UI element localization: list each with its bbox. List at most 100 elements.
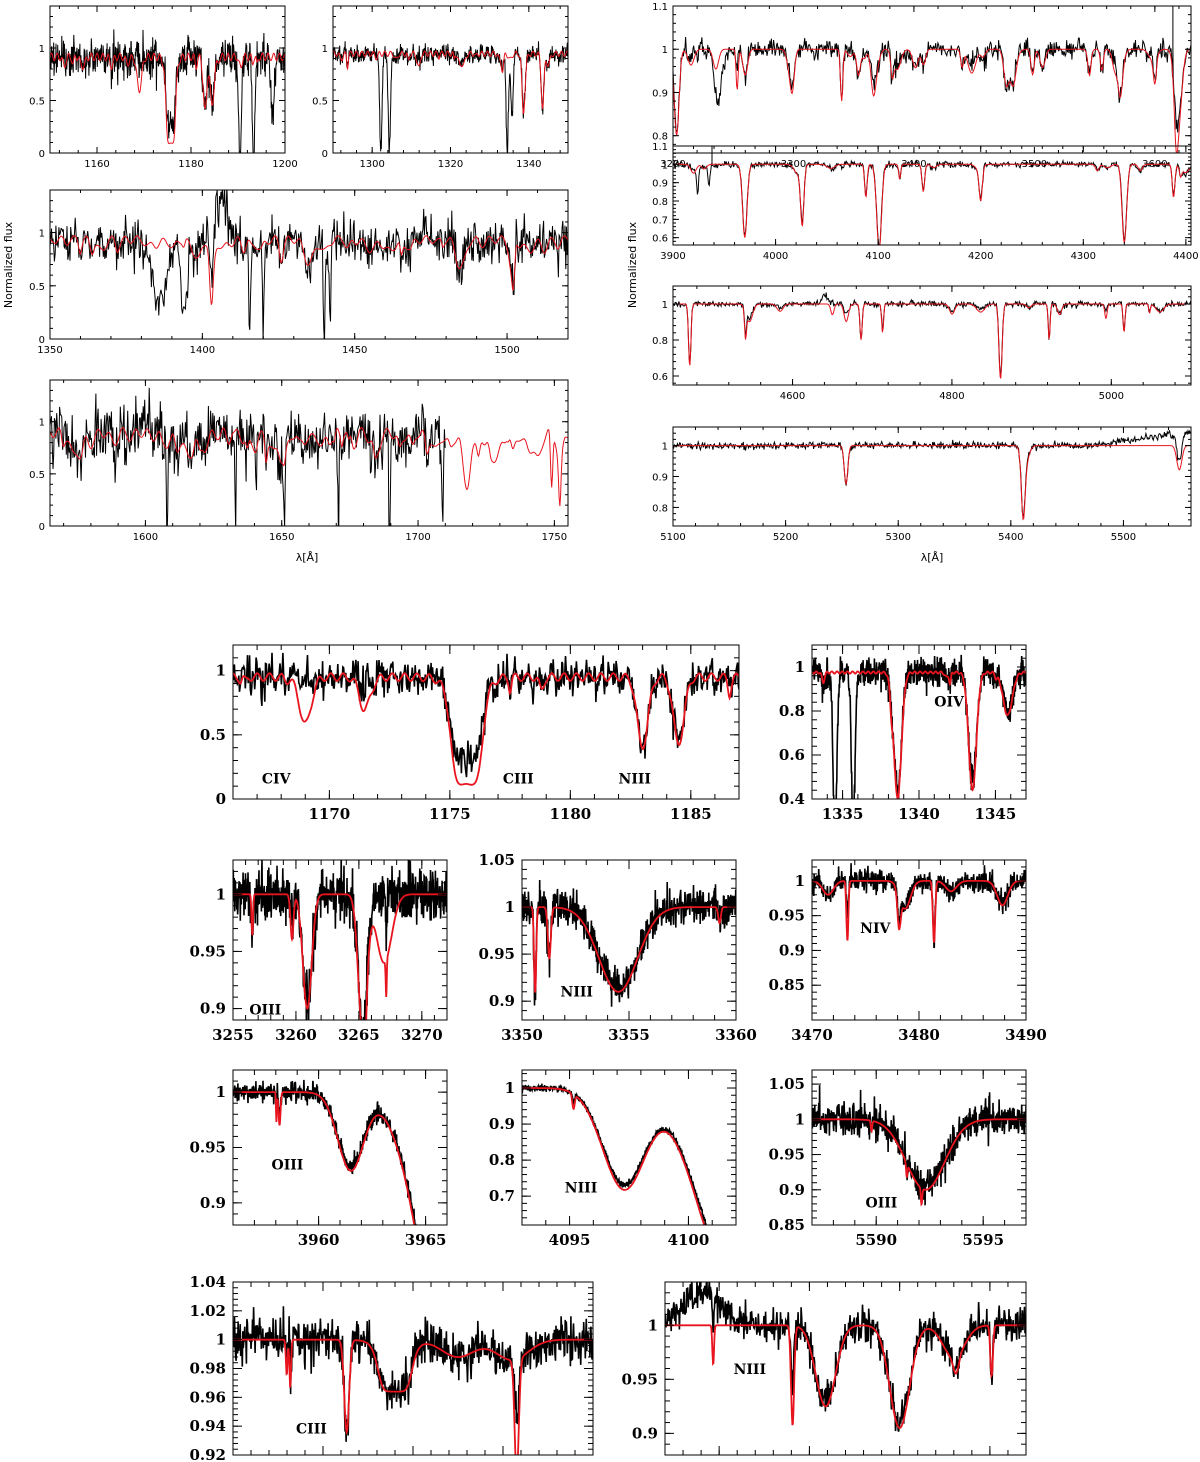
observed-spectrum-p8 [673, 428, 1191, 517]
y-tick-label: 0.8 [652, 503, 668, 514]
y-tick-label: 1 [662, 45, 668, 56]
line-id-label: CIII [296, 1421, 327, 1437]
y-tick-label: 1 [322, 44, 328, 55]
y-tick-label: 0.85 [768, 976, 805, 994]
y-tick-label: 1 [662, 160, 668, 171]
x-tick-label: 1170 [309, 805, 351, 823]
y-tick-label: 0.5 [200, 726, 226, 744]
panel-z7: 4095 4100 0.7 0.8 0.9 1 NIII [489, 1069, 737, 1249]
y-tick-label: 1 [648, 1316, 658, 1334]
y-tick-label: 1 [216, 1331, 226, 1349]
model-spectrum-p1 [50, 52, 285, 144]
model-spectrum-z5 [812, 880, 1026, 943]
model-spectrum-p4 [50, 426, 568, 507]
x-tick-label: 5400 [998, 532, 1023, 543]
x-tick-label: 3470 [791, 1026, 833, 1044]
x-tick-label: 1650 [269, 532, 294, 543]
x-tick-label: 1750 [542, 532, 567, 543]
x-tick-label: 1160 [84, 159, 109, 170]
x-tick-label: 1450 [342, 345, 367, 356]
panel-p6: 3900 4000 4100 4200 4300 4400 0.6 0.7 0.8 0.9 1 1.1 [652, 142, 1199, 262]
y-tick-label: 1 [795, 872, 805, 890]
y-tick-label: 0.9 [779, 1181, 805, 1199]
panel-z2: 1335 1340 1345 0.4 0.6 0.8 1 OIV [779, 644, 1027, 823]
y-tick-label: 0.8 [652, 132, 668, 143]
y-tick-label: 1 [795, 1110, 805, 1128]
x-tick-label: 5300 [885, 532, 910, 543]
panel-p1: 1160 1180 1200 0 0.5 1 [29, 5, 298, 170]
y-tick-label: 1.05 [478, 851, 515, 869]
x-tick-label: 4100 [865, 251, 890, 262]
observed-spectrum-z4 [522, 879, 736, 1007]
x-tick-label: 1320 [438, 159, 463, 170]
model-spectrum-p6 [673, 163, 1191, 245]
x-tick-label: 4200 [968, 251, 993, 262]
x-tick-label: 1500 [494, 345, 519, 356]
panel-z6: 3960 3965 0.9 0.95 1 OIII [189, 1069, 448, 1249]
x-tick-label: 4000 [763, 251, 788, 262]
y-tick-label: 0.95 [478, 945, 515, 963]
panel-p8: 5100 5200 5300 5400 5500 0.8 0.9 1 [652, 426, 1192, 543]
y-tick-label: 0 [322, 149, 328, 160]
panel-z8: 5590 5595 0.85 0.9 0.95 1 1.05 OIII [768, 1069, 1027, 1249]
panel-z9: 406040654070407540800.920.940.960.9811.0… [189, 1273, 613, 1462]
x-tick-label: 3300 [781, 159, 806, 170]
x-tick-label: 4100 [668, 1231, 710, 1249]
y-tick-label: 1 [662, 300, 668, 311]
panel-z4: 3350 3355 3360 0.9 0.95 1 1.05 NIII [478, 851, 756, 1044]
y-tick-label: 1.04 [189, 1273, 226, 1291]
y-tick-label: 0.9 [489, 1115, 515, 1133]
line-id-label: CIII [503, 772, 534, 788]
x-tick-label: 1340 [898, 805, 940, 823]
y-tick-label: 0.95 [189, 942, 226, 960]
observed-spectrum-p2 [333, 41, 568, 153]
y-tick-label: 1 [39, 229, 45, 240]
x-tick-label: 1350 [37, 345, 62, 356]
xlabel-left: λ[Å] [296, 551, 319, 564]
panel-frame-z8 [811, 1069, 1027, 1226]
y-tick-label: 0.9 [632, 1424, 658, 1442]
y-tick-label: 1 [39, 418, 45, 429]
y-tick-label: 0.96 [189, 1388, 226, 1406]
y-tick-label: 0.9 [652, 88, 668, 99]
x-tick-label: 3260 [275, 1026, 317, 1044]
y-tick-label: 0.5 [29, 97, 45, 108]
xlabel-right: λ[Å] [921, 551, 944, 564]
y-tick-label: 0.95 [189, 1139, 226, 1157]
y-tick-label: 0 [39, 522, 45, 533]
x-tick-label: 1345 [975, 805, 1017, 823]
panel-frame-z7 [521, 1069, 737, 1226]
y-tick-label: 0.6 [652, 234, 668, 245]
y-tick-label: 0.8 [779, 702, 805, 720]
observed-spectrum-z1 [233, 652, 739, 778]
observed-spectrum-p1 [50, 29, 285, 153]
y-tick-label: 0 [39, 335, 45, 346]
y-tick-label: 1 [216, 662, 226, 680]
y-tick-label: 0.9 [652, 473, 668, 484]
y-tick-label: 0.9 [200, 1194, 226, 1212]
x-tick-label: 3355 [608, 1026, 650, 1044]
line-id-label: NIII [619, 772, 651, 788]
model-spectrum-z3 [233, 893, 447, 1020]
y-tick-label: 1 [39, 44, 45, 55]
x-tick-label: 4300 [1071, 251, 1096, 262]
model-spectrum-z6 [233, 1091, 416, 1225]
x-tick-label: 5500 [1111, 532, 1136, 543]
y-tick-label: 0 [39, 149, 45, 160]
y-tick-label: 0.4 [779, 790, 805, 808]
panel-z1: 1170 1175 1180 1185 0 0.5 1 CIV CIII NIII [200, 644, 740, 823]
line-id-label: OIII [866, 1195, 898, 1211]
panel-frame-p7 [672, 285, 1192, 386]
y-tick-label: 1 [505, 898, 515, 916]
x-tick-label: 1200 [272, 159, 297, 170]
model-spectrum-p2 [333, 50, 568, 115]
y-tick-label: 0 [216, 790, 226, 808]
x-tick-label: 5000 [1099, 391, 1124, 402]
y-tick-label: 0.95 [768, 907, 805, 925]
line-id-label: OIII [249, 1002, 281, 1018]
model-spectrum-z4 [522, 906, 736, 993]
x-tick-label: 1180 [178, 159, 203, 170]
y-tick-label: 0.7 [489, 1187, 515, 1205]
